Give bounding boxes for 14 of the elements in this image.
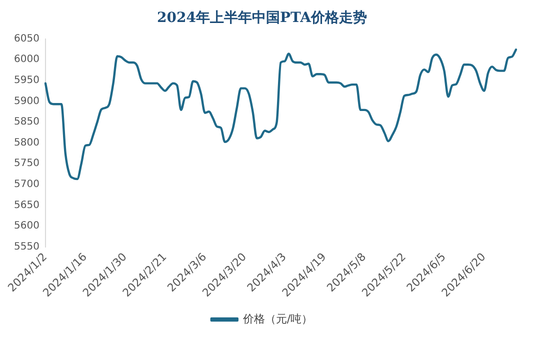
y-tick-label: 6050 [14,33,40,44]
y-tick-label: 5950 [14,74,40,86]
y-tick-label: 5650 [14,200,40,211]
legend-label: 价格（元/吨） [242,312,313,326]
y-tick-label: 5900 [14,96,40,107]
y-tick-label: 5550 [14,241,40,252]
y-tick-label: 5750 [14,158,40,170]
y-tick-label: 5800 [14,137,40,148]
y-tick-label: 5600 [14,220,40,232]
y-tick-label: 6000 [14,54,40,66]
y-tick-label: 5700 [14,178,40,190]
y-tick-label: 5850 [14,116,40,128]
line-series [44,48,518,180]
chart-title: 2024年上半年中国PTA价格走势 [156,10,368,26]
